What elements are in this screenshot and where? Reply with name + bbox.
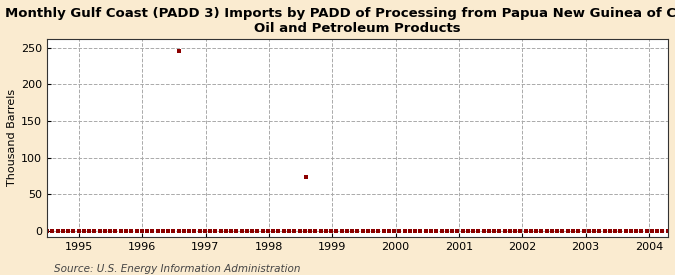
Text: Source: U.S. Energy Information Administration: Source: U.S. Energy Information Administ… <box>54 264 300 274</box>
Title: Monthly Gulf Coast (PADD 3) Imports by PADD of Processing from Papua New Guinea : Monthly Gulf Coast (PADD 3) Imports by P… <box>5 7 675 35</box>
Y-axis label: Thousand Barrels: Thousand Barrels <box>7 89 17 186</box>
